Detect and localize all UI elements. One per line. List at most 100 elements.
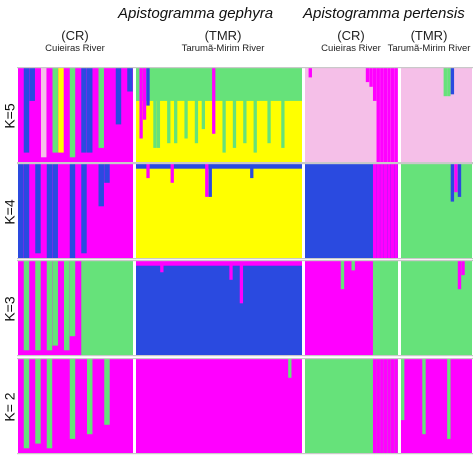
group-river: Tarumã-Mirim River xyxy=(181,43,265,54)
individual-bar xyxy=(41,68,47,158)
group-separator xyxy=(398,164,401,258)
individual-bar xyxy=(383,359,388,453)
group-separator xyxy=(133,359,136,453)
individual-bar xyxy=(394,68,398,162)
panel-border xyxy=(17,355,473,357)
individual-bar xyxy=(376,164,380,258)
panel-border xyxy=(17,453,473,455)
individual-bar xyxy=(139,68,143,139)
individual-bar xyxy=(29,68,35,101)
group-separator xyxy=(133,261,136,355)
group-label-pertensis-tmr: (TMR) Tarumã-Mirim River xyxy=(384,28,474,55)
group-river: Cuieiras River xyxy=(321,43,381,54)
individual-bar xyxy=(457,261,462,290)
cluster-base xyxy=(401,68,472,162)
panel-border xyxy=(17,163,473,165)
individual-bar xyxy=(153,68,157,148)
species-title-pertensis: Apistogramma pertensis xyxy=(303,5,465,22)
group-separator xyxy=(302,359,305,453)
individual-bar xyxy=(461,261,465,276)
individual-bar xyxy=(222,68,226,153)
individual-bar xyxy=(383,164,388,258)
individual-bar xyxy=(52,164,58,258)
individual-bar xyxy=(142,68,147,120)
individual-bar xyxy=(81,68,87,153)
cluster-top-band xyxy=(136,164,302,169)
individual-bar xyxy=(174,68,178,144)
individual-bar xyxy=(243,68,247,144)
individual-bar xyxy=(46,261,53,351)
individual-bar xyxy=(52,261,58,346)
individual-bar xyxy=(23,164,30,258)
group-separator xyxy=(133,164,136,258)
individual-bar xyxy=(58,68,64,153)
individual-bar xyxy=(23,261,30,351)
species-title-gephyra: Apistogramma gephyra xyxy=(118,5,274,22)
individual-bar xyxy=(394,164,398,258)
individual-bar xyxy=(46,164,53,258)
group-code: (TMR) xyxy=(204,28,242,43)
individual-bar xyxy=(35,261,41,351)
individual-bar xyxy=(104,164,110,183)
individual-bar xyxy=(390,68,395,162)
individual-bar xyxy=(365,68,370,83)
individual-bar xyxy=(447,68,451,97)
individual-bar xyxy=(383,68,388,162)
group-separator xyxy=(302,261,305,355)
panel-border xyxy=(17,258,473,260)
individual-bar xyxy=(160,261,164,273)
cluster-base xyxy=(18,68,133,162)
individual-bar xyxy=(380,68,384,162)
individual-bar xyxy=(288,359,292,378)
individual-bar xyxy=(387,359,391,453)
individual-bar xyxy=(340,261,345,290)
individual-bar xyxy=(387,164,391,258)
group-code: (CR) xyxy=(337,28,365,43)
individual-bar xyxy=(127,68,133,92)
individual-bar xyxy=(23,68,30,153)
cluster-top-band xyxy=(136,261,302,266)
individual-bar xyxy=(447,359,451,439)
individual-bar xyxy=(250,164,254,179)
panel-border xyxy=(17,260,473,262)
individual-bar xyxy=(87,359,93,435)
individual-bar xyxy=(422,359,426,435)
individual-bar xyxy=(212,68,216,134)
cluster-block xyxy=(372,261,398,355)
individual-bar xyxy=(454,164,458,193)
individual-bar xyxy=(69,164,76,258)
panel-border xyxy=(17,67,473,69)
individual-bar xyxy=(372,68,377,101)
individual-bar xyxy=(81,164,87,254)
group-label-gephyra-cr: (CR) Cuieiras River xyxy=(30,28,120,55)
individual-bar xyxy=(376,359,380,453)
individual-bar xyxy=(376,68,380,162)
individual-bar xyxy=(35,164,41,254)
individual-bar xyxy=(208,164,212,197)
group-river: Cuieiras River xyxy=(45,43,105,54)
individual-bar xyxy=(387,68,391,162)
individual-bar xyxy=(372,359,377,453)
individual-bar xyxy=(52,68,58,153)
group-code: (TMR) xyxy=(410,28,448,43)
individual-bar xyxy=(87,68,93,153)
cluster-base xyxy=(136,261,302,355)
cluster-base xyxy=(401,359,472,453)
cluster-top-band xyxy=(136,68,302,101)
individual-bar xyxy=(372,164,377,258)
individual-bar xyxy=(184,68,188,139)
individual-bar xyxy=(232,68,237,148)
individual-bar xyxy=(35,359,41,444)
individual-bar xyxy=(170,164,174,183)
individual-bar xyxy=(457,164,462,197)
individual-bar xyxy=(253,68,257,153)
individual-bar xyxy=(394,359,398,453)
individual-bar xyxy=(401,359,405,421)
individual-bar xyxy=(18,164,24,258)
individual-bar xyxy=(146,68,150,106)
group-label-gephyra-tmr: (TMR) Tarumã-Mirim River xyxy=(168,28,278,55)
individual-bar xyxy=(229,261,233,280)
group-separator xyxy=(302,68,305,162)
individual-bar xyxy=(369,68,373,87)
